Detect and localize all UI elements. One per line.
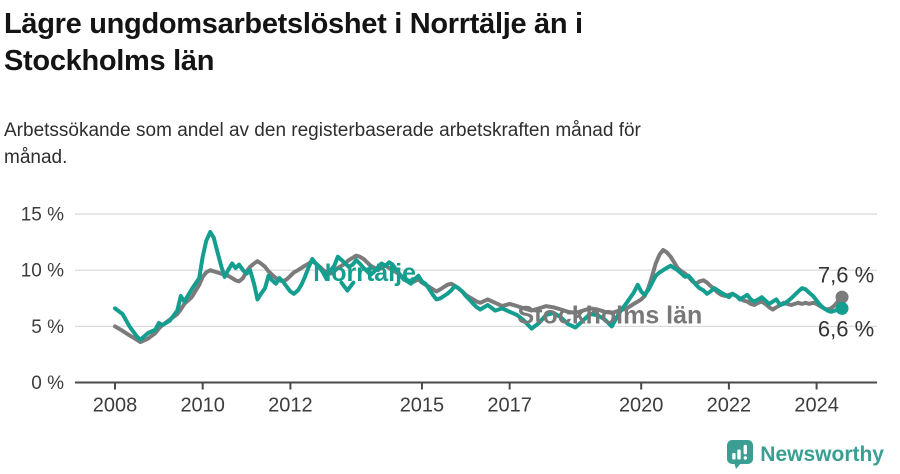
series-label-stockholms-lan: Stockholms län [518, 302, 703, 330]
newsworthy-logo-icon [727, 440, 754, 469]
x-tick-label-2012: 2012 [268, 395, 313, 417]
series-line-norrtalje [113, 230, 844, 342]
chart-subtitle: Arbetssökande som andel av den registerb… [4, 120, 641, 168]
x-tick-label-2024: 2024 [794, 395, 839, 417]
y-tick-label-0: 0 % [31, 373, 64, 394]
newsworthy-brand-text: Newsworthy [760, 443, 884, 466]
end-dot-stockholms-lan [835, 290, 849, 304]
x-tick-label-2008: 2008 [93, 395, 138, 417]
end-value-label-1: 6,6 % [818, 317, 874, 342]
y-tick-label-10: 10 % [21, 261, 64, 282]
newsworthy-branding[interactable]: Newsworthy [727, 440, 884, 470]
arrow-down-icon [339, 280, 356, 293]
x-tick-label-2022: 2022 [707, 395, 752, 417]
end-value-label-0: 7,6 % [818, 262, 874, 287]
x-tick-label-2010: 2010 [180, 395, 225, 417]
y-tick-label-15: 15 % [21, 205, 64, 226]
series-label-norrtalje: Norrtälje [313, 259, 416, 287]
x-tick-label-2020: 2020 [619, 395, 664, 417]
y-tick-label-5: 5 % [31, 317, 64, 338]
x-tick-label-2017: 2017 [487, 395, 532, 417]
end-dot-norrtalje [835, 301, 849, 315]
x-tick-label-2015: 2015 [400, 395, 445, 417]
page-title: Lägre ungdomsarbetslöshet i Norrtälje än… [4, 8, 583, 78]
